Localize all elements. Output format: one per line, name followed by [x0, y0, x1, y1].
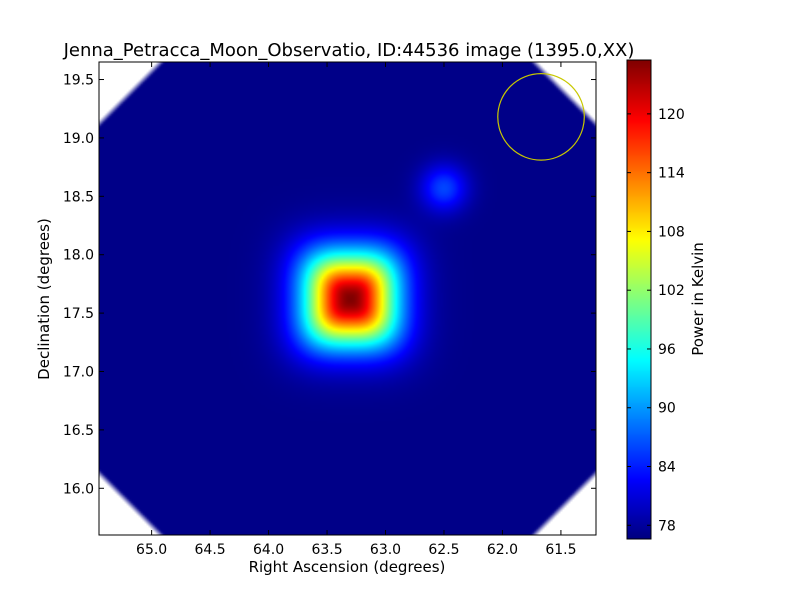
- colorbar-tick-label: 108: [658, 224, 685, 240]
- plot-area: [98, 61, 597, 536]
- chart-title: Jenna_Petracca_Moon_Observatio, ID:44536…: [63, 40, 635, 61]
- colorbar-tick-label: 78: [658, 518, 676, 534]
- y-tick-label: 17.0: [63, 364, 94, 380]
- x-axis-ticks: 65.0 64.5 64.0 63.5 63.0 62.5 62.0 61.5: [136, 62, 577, 558]
- colorbar-ticks: 78 84 90 96 102 108 114 120: [627, 107, 685, 534]
- colorbar-tick-label: 96: [658, 342, 676, 358]
- y-axis-ticks: 16.0 16.5 17.0 17.5 18.0 18.5 19.0 19.5: [63, 73, 596, 497]
- y-tick-label: 18.0: [63, 248, 94, 264]
- y-tick-label: 19.0: [63, 131, 94, 147]
- colorbar: 78 84 90 96 102 108 114 120 Power in Kelvin: [626, 59, 707, 540]
- y-tick-label: 18.5: [63, 189, 94, 205]
- colorbar-tick-label: 102: [658, 283, 685, 299]
- y-axis-label: Declination (degrees): [35, 218, 53, 380]
- x-tick-label: 62.5: [428, 542, 459, 558]
- colorbar-tick-label: 120: [658, 107, 685, 123]
- colorbar-tick-label: 90: [658, 401, 676, 417]
- colorbar-label: Power in Kelvin: [689, 242, 707, 356]
- colorbar-tick-label: 114: [658, 166, 685, 182]
- x-tick-label: 65.0: [136, 542, 167, 558]
- x-tick-label: 64.0: [253, 542, 284, 558]
- x-axis-label: Right Ascension (degrees): [249, 558, 446, 576]
- colorbar-frame: [626, 59, 652, 540]
- x-tick-label: 61.5: [545, 542, 576, 558]
- y-tick-label: 16.5: [63, 423, 94, 439]
- x-tick-label: 63.5: [311, 542, 342, 558]
- y-tick-label: 17.5: [63, 306, 94, 322]
- y-tick-label: 16.0: [63, 481, 94, 497]
- colorbar-tick-label: 84: [658, 460, 676, 476]
- beam-marker: [497, 73, 585, 161]
- y-tick-label: 19.5: [63, 73, 94, 89]
- x-tick-label: 64.5: [195, 542, 226, 558]
- x-tick-label: 62.0: [487, 542, 518, 558]
- heatmap-image: [99, 62, 596, 535]
- colorbar-gradient: [627, 60, 651, 539]
- plot-frame: [98, 61, 597, 536]
- x-tick-label: 63.0: [370, 542, 401, 558]
